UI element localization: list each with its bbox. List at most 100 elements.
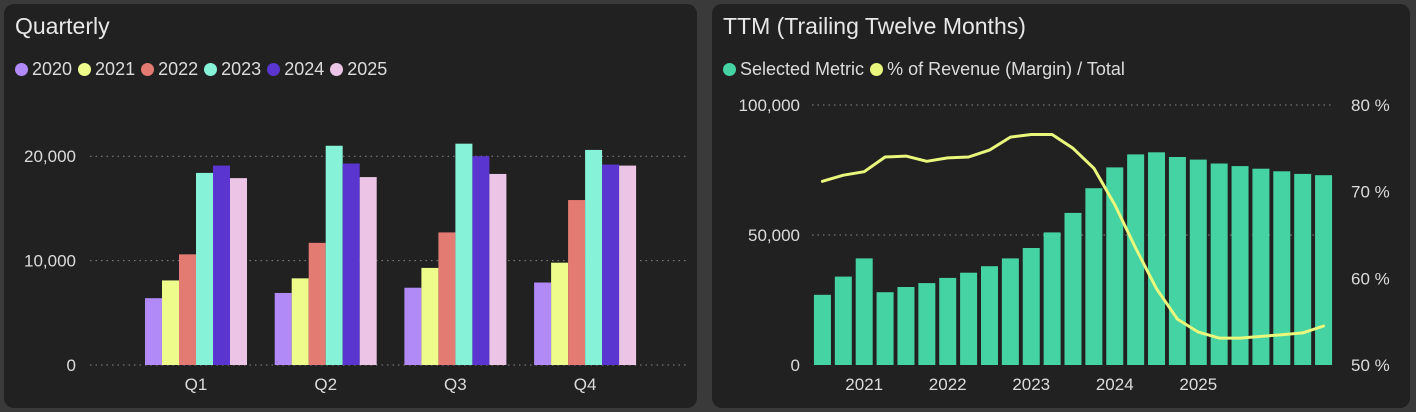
quarterly-bar-2023-Q2	[325, 145, 343, 365]
quarterly-bar-2022-Q2	[308, 242, 326, 365]
quarterly-legend-item-4[interactable]: 2024	[267, 59, 324, 80]
quarterly-legend-swatch	[204, 63, 218, 76]
quarterly-bar-2022-Q1	[179, 254, 196, 365]
ttm-bar-2022-Q2	[939, 277, 957, 365]
quarterly-bar-2020-Q1	[145, 298, 162, 365]
ttm-legend-swatch	[870, 63, 884, 76]
quarterly-panel: Quarterly 2020 2021 2022 2023 2024 2025 0 10,0…	[4, 4, 697, 408]
quarterly-legend-label: 2023	[221, 59, 262, 79]
quarterly-bar-2020-Q2	[274, 292, 292, 365]
quarterly-legend-label: 2020	[32, 59, 73, 79]
quarterly-bar-2021-Q2	[291, 278, 309, 365]
quarterly-legend: 2020 2021 2022 2023 2024 2025	[15, 59, 393, 80]
quarterly-legend-swatch	[141, 63, 155, 76]
ttm-panel: TTM (Trailing Twelve Months) Selected Me…	[712, 4, 1410, 408]
quarterly-legend-swatch	[15, 63, 28, 76]
ttm-x-tick-label: 2022	[929, 375, 967, 394]
ttm-bar-2024-Q4	[1148, 152, 1166, 365]
ttm-legend-label: Selected Metric	[740, 59, 865, 79]
quarterly-bar-2023-Q4	[585, 149, 603, 365]
ttm-bar-2025-Q3	[1210, 163, 1228, 365]
quarterly-legend-swatch	[78, 63, 92, 76]
ttm-bar-2021-Q3	[876, 292, 894, 365]
ttm-bar-2024-Q1	[1085, 188, 1103, 365]
quarterly-bar-2021-Q4	[551, 262, 569, 365]
ttm-bar-2021-Q2	[855, 258, 873, 365]
quarterly-y-tick-label: 10,000	[24, 252, 76, 271]
ttm-chart: 0 50,000 100,000 50 % 60 % 70 % 80 % 2021 2022 20…	[739, 96, 1390, 394]
ttm-legend-label: % of Revenue (Margin) / Total	[887, 59, 1125, 79]
quarterly-legend-item-1[interactable]: 2021	[78, 59, 135, 80]
ttm-margin-line	[820, 133, 1326, 340]
quarterly-bar-2023-Q1	[196, 172, 213, 365]
quarterly-legend-label: 2024	[284, 59, 325, 79]
ttm-bar-2020-Q4	[813, 294, 831, 365]
ttm-y2-tick-label: 70 %	[1351, 183, 1390, 202]
quarterly-bar-2020-Q3	[404, 287, 422, 365]
ttm-bar-2024-Q3	[1127, 154, 1145, 365]
ttm-legend-swatch	[723, 63, 736, 76]
ttm-bar-2022-Q3	[960, 272, 978, 365]
quarterly-y-tick-label: 20,000	[24, 147, 76, 166]
quarterly-x-tick-label: Q1	[185, 375, 208, 394]
ttm-bar-2025-Q4	[1231, 166, 1249, 365]
ttm-bar-2025-Q1	[1168, 157, 1186, 365]
quarterly-bar-2025-Q4	[619, 165, 637, 365]
quarterly-legend-item-5[interactable]: 2025	[330, 59, 387, 80]
quarterly-bar-2025-Q3	[489, 173, 507, 365]
ttm-bar-2026-Q2	[1273, 171, 1291, 365]
quarterly-legend-label: 2021	[95, 59, 136, 79]
ttm-x-tick-label: 2024	[1096, 375, 1134, 394]
ttm-y-tick-label: 0	[791, 356, 800, 375]
quarterly-legend-swatch	[330, 63, 344, 76]
quarterly-legend-swatch	[267, 63, 281, 76]
quarterly-bar-2024-Q4	[602, 164, 620, 365]
quarterly-chart: 0 10,000 20,000 Q1 Q2 Q3 Q4	[24, 143, 686, 394]
quarterly-y-tick-label: 0	[67, 356, 76, 375]
ttm-y2-tick-label: 80 %	[1351, 96, 1390, 115]
quarterly-bar-2025-Q1	[230, 178, 247, 365]
quarterly-legend-label: 2022	[158, 59, 199, 79]
quarterly-x-tick-label: Q3	[444, 375, 467, 394]
ttm-bar-2021-Q4	[897, 287, 915, 365]
quarterly-bar-2025-Q2	[359, 177, 377, 365]
ttm-bar-2026-Q4	[1315, 175, 1333, 365]
ttm-bar-2021-Q1	[834, 276, 852, 365]
ttm-title: TTM (Trailing Twelve Months)	[723, 13, 1026, 39]
quarterly-bar-2022-Q3	[438, 232, 456, 365]
quarterly-bar-2024-Q3	[472, 156, 490, 365]
ttm-x-tick-label: 2023	[1012, 375, 1050, 394]
quarterly-bar-2021-Q1	[162, 280, 179, 365]
ttm-legend: Selected Metric % of Revenue (Margin) / T…	[723, 59, 1131, 80]
quarterly-legend-item-0[interactable]: 2020	[15, 59, 72, 80]
ttm-bar-2025-Q2	[1189, 159, 1207, 365]
ttm-y-tick-label: 50,000	[748, 226, 800, 245]
quarterly-legend-item-3[interactable]: 2023	[204, 59, 261, 80]
ttm-bar-2026-Q1	[1252, 168, 1270, 365]
ttm-x-tick-label: 2021	[845, 375, 883, 394]
ttm-y-tick-label: 100,000	[739, 96, 800, 115]
ttm-y2-tick-label: 60 %	[1351, 269, 1390, 288]
quarterly-title: Quarterly	[15, 13, 110, 39]
quarterly-bar-2021-Q3	[421, 267, 439, 365]
quarterly-bar-2024-Q1	[213, 165, 230, 365]
quarterly-bar-2024-Q2	[342, 163, 360, 365]
quarterly-bar-2020-Q4	[534, 282, 552, 365]
ttm-bar-2026-Q3	[1294, 173, 1312, 365]
quarterly-x-tick-label: Q2	[314, 375, 337, 394]
ttm-legend-item-0[interactable]: Selected Metric	[723, 59, 864, 80]
ttm-bar-2023-Q4	[1064, 212, 1082, 365]
ttm-legend-item-1[interactable]: % of Revenue (Margin) / Total	[870, 59, 1125, 80]
ttm-bar-2022-Q4	[980, 266, 998, 365]
ttm-bar-2023-Q1	[1001, 258, 1019, 365]
ttm-bar-2023-Q2	[1022, 248, 1040, 365]
quarterly-bar-2022-Q4	[568, 200, 586, 365]
ttm-bar-2022-Q1	[918, 283, 936, 365]
quarterly-legend-item-2[interactable]: 2022	[141, 59, 198, 80]
ttm-bar-2023-Q3	[1043, 232, 1061, 365]
quarterly-legend-label: 2025	[347, 59, 388, 79]
quarterly-bar-2023-Q3	[455, 143, 473, 365]
quarterly-x-tick-label: Q4	[574, 375, 597, 394]
ttm-x-tick-label: 2025	[1179, 375, 1217, 394]
ttm-y2-tick-label: 50 %	[1351, 356, 1390, 375]
